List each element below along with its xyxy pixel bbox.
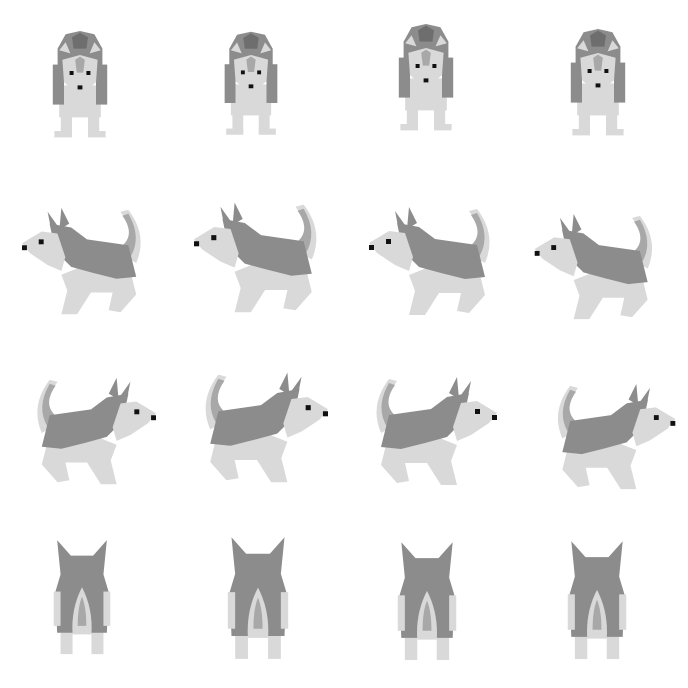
- sprite: [53, 540, 111, 655]
- sprite: [205, 372, 328, 483]
- sprite: [52, 31, 108, 138]
- sprite: [369, 207, 490, 315]
- sprite: [567, 541, 627, 660]
- sprite: [397, 542, 457, 661]
- front-row: [52, 24, 626, 138]
- left-row: [22, 202, 653, 320]
- sprite: [224, 31, 278, 135]
- back-row: [53, 537, 627, 661]
- sprite: [376, 377, 497, 485]
- sprite: [194, 202, 317, 313]
- sprite: [534, 213, 653, 320]
- right-row: [37, 372, 676, 490]
- sprite: [227, 537, 289, 659]
- sprite: [37, 377, 156, 485]
- sprite: [557, 383, 676, 490]
- sprite: [22, 207, 141, 315]
- sprite: [398, 24, 454, 131]
- sprite: [570, 29, 626, 136]
